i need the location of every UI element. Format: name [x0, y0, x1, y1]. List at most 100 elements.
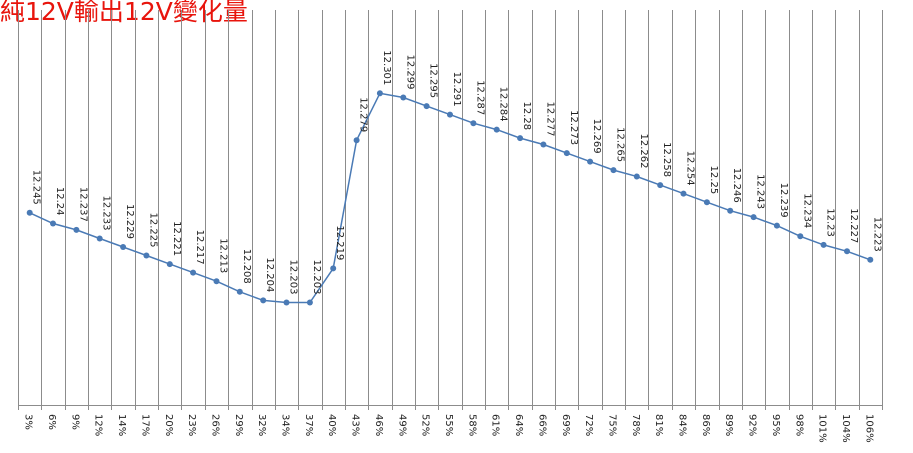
data-point	[750, 214, 757, 221]
data-point	[400, 94, 407, 101]
data-point	[423, 103, 430, 110]
data-label: 12.284	[498, 87, 509, 122]
x-tick-label: 46%	[373, 414, 384, 436]
x-tick-label: 89%	[723, 414, 734, 436]
x-tick-label: 101%	[817, 414, 828, 443]
x-tick-label: 43%	[350, 414, 361, 436]
data-point	[797, 233, 804, 240]
data-point	[610, 167, 617, 174]
x-tick-label: 26%	[210, 414, 221, 436]
data-label: 12.219	[334, 225, 345, 260]
data-label: 12.239	[778, 183, 789, 218]
data-label: 12.208	[241, 249, 252, 284]
data-label: 12.229	[124, 204, 135, 239]
data-label: 12.299	[404, 55, 415, 90]
data-point	[26, 209, 33, 216]
data-label: 12.204	[264, 257, 275, 292]
data-point	[166, 261, 173, 268]
data-label: 12.295	[428, 63, 439, 98]
data-point	[540, 141, 547, 148]
data-point	[73, 226, 80, 233]
data-point	[50, 220, 56, 227]
data-point	[306, 299, 313, 306]
x-tick-label: 32%	[256, 414, 267, 436]
data-point	[633, 173, 640, 180]
x-tick-label: 55%	[443, 414, 454, 436]
data-label: 12.237	[77, 187, 88, 222]
data-point	[236, 288, 243, 295]
x-tick-label: 14%	[116, 414, 127, 436]
x-tick-label: 64%	[513, 414, 524, 436]
data-point	[330, 265, 337, 272]
data-label: 12.277	[544, 102, 555, 137]
data-label: 12.246	[731, 168, 742, 203]
x-tick-label: 6%	[46, 414, 57, 430]
data-label: 12.223	[871, 217, 882, 252]
x-tick-label: 34%	[280, 414, 291, 436]
data-point	[587, 158, 594, 165]
data-label: 12.217	[194, 230, 205, 265]
data-point	[470, 120, 477, 127]
data-label: 12.287	[474, 80, 485, 115]
data-label: 12.28	[521, 101, 532, 130]
x-tick-label: 9%	[69, 414, 80, 430]
x-tick-label: 3%	[23, 414, 34, 430]
data-point	[376, 90, 383, 97]
data-label: 12.269	[591, 119, 602, 154]
data-label: 12.273	[568, 110, 579, 145]
data-point	[447, 111, 453, 118]
data-label: 12.265	[615, 127, 626, 162]
x-tick-label: 40%	[326, 414, 337, 436]
data-label: 12.291	[451, 72, 462, 107]
x-tick-label: 98%	[793, 414, 804, 436]
data-point	[727, 207, 734, 214]
x-tick-label: 58%	[466, 414, 477, 436]
data-point	[517, 135, 524, 142]
data-label: 12.23	[825, 208, 836, 237]
x-tick-label: 61%	[490, 414, 501, 436]
series-line	[29, 92, 871, 304]
data-label: 12.221	[171, 221, 182, 256]
x-tick-label: 72%	[583, 414, 594, 436]
x-tick-label: 69%	[560, 414, 571, 436]
data-point	[493, 126, 500, 133]
x-tick-label: 78%	[630, 414, 641, 436]
data-point	[773, 222, 780, 229]
data-label: 12.203	[311, 260, 322, 295]
x-tick-label: 75%	[607, 414, 618, 436]
data-point	[563, 150, 570, 157]
data-label: 12.243	[755, 174, 766, 209]
data-label: 12.234	[801, 193, 812, 228]
data-label: 12.24	[54, 187, 65, 216]
data-label: 12.279	[358, 97, 369, 132]
data-point	[143, 252, 150, 259]
x-tick-label: 66%	[536, 414, 547, 436]
x-tick-label: 106%	[863, 414, 874, 443]
data-point	[190, 269, 197, 276]
x-tick-label: 23%	[186, 414, 197, 436]
data-point	[120, 244, 127, 250]
x-tick-label: 104%	[840, 414, 851, 443]
data-label: 12.254	[685, 151, 696, 186]
data-point	[96, 235, 103, 242]
x-tick-label: 52%	[420, 414, 431, 436]
x-tick-label: 95%	[770, 414, 781, 436]
data-point	[260, 297, 267, 304]
x-tick-label: 37%	[303, 414, 314, 436]
data-label: 12.301	[381, 50, 392, 85]
data-label: 12.258	[661, 142, 672, 177]
data-point	[844, 248, 850, 255]
x-tick-label: 92%	[747, 414, 758, 436]
data-label: 12.213	[218, 238, 229, 273]
data-point	[213, 278, 220, 285]
data-label: 12.245	[31, 170, 42, 205]
x-tick-label: 86%	[700, 414, 711, 436]
data-label: 12.25	[708, 166, 719, 195]
data-label: 12.227	[848, 208, 859, 243]
data-label: 12.262	[638, 134, 649, 169]
data-label: 12.233	[101, 196, 112, 231]
data-point	[703, 199, 710, 206]
x-tick-label: 84%	[677, 414, 688, 436]
data-label: 12.225	[147, 213, 158, 248]
